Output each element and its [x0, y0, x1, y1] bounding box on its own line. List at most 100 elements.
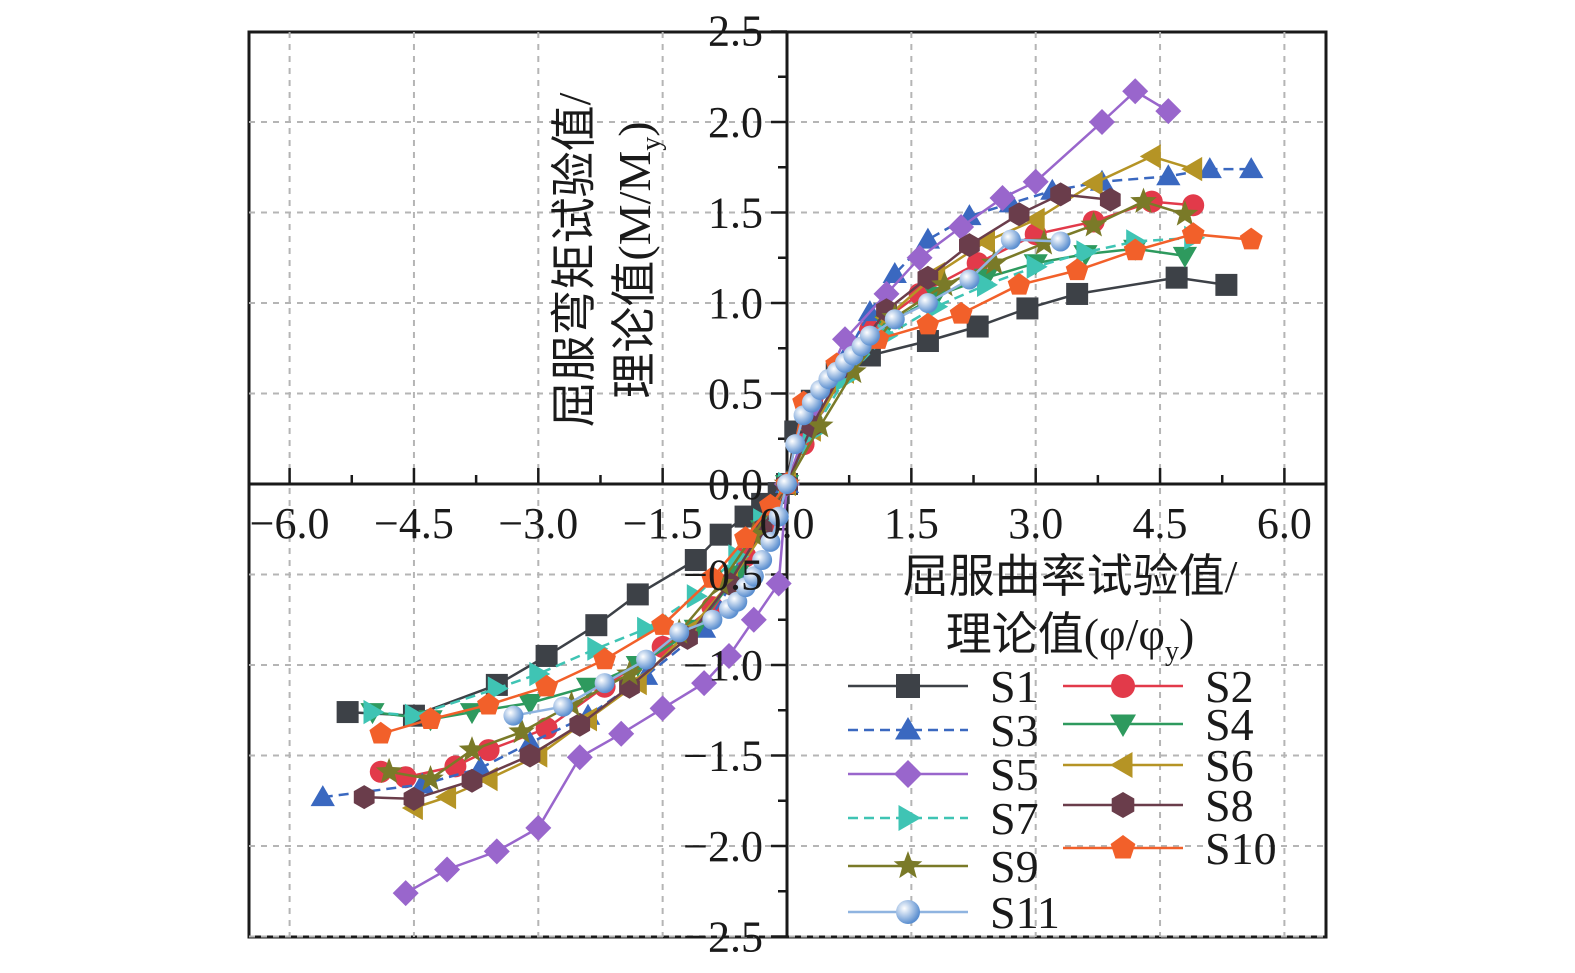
data-point — [1089, 109, 1115, 135]
data-point — [686, 584, 708, 609]
data-point — [525, 814, 552, 841]
data-point — [1139, 144, 1161, 169]
data-point — [519, 743, 541, 768]
data-point — [1181, 156, 1203, 182]
series-S5 — [392, 78, 1182, 907]
legend-item-S8: S8 — [1063, 780, 1254, 831]
data-point — [873, 280, 900, 307]
series-layer — [310, 78, 1264, 907]
y-tick-label: −1.0 — [683, 641, 763, 690]
y-axis-title-subscript: y — [636, 137, 667, 151]
data-point — [768, 506, 789, 527]
data-point — [1239, 227, 1263, 250]
data-point — [916, 312, 940, 335]
legend-marker — [1110, 835, 1136, 859]
data-point — [959, 233, 980, 258]
data-point — [917, 265, 939, 290]
series-S11 — [503, 229, 1071, 726]
data-point — [593, 647, 616, 670]
data-point — [1123, 238, 1147, 261]
legend-item-S1: S1 — [848, 661, 1039, 712]
data-point — [553, 696, 574, 717]
legend-label: S4 — [1205, 699, 1254, 750]
data-point — [1076, 240, 1098, 265]
legend-label: S1 — [990, 661, 1039, 712]
legend-item-S6: S6 — [1063, 740, 1254, 791]
legend-item-S7: S7 — [848, 793, 1039, 844]
legend-label: S11 — [990, 887, 1060, 938]
x-tick-label: 0.0 — [760, 499, 815, 548]
data-point — [948, 214, 975, 240]
data-point — [404, 703, 426, 728]
x-tick-label: 4.5 — [1133, 499, 1188, 548]
data-point — [608, 720, 635, 747]
data-point — [517, 694, 543, 715]
x-axis-title-line1: 屈服曲率试验值/ — [903, 551, 1238, 602]
data-point — [369, 721, 393, 744]
data-point — [916, 330, 939, 353]
data-point — [535, 674, 558, 697]
x-tick-label: −6.0 — [250, 499, 330, 548]
data-point — [1130, 187, 1157, 213]
data-point — [477, 739, 500, 762]
data-point — [310, 785, 335, 807]
data-point — [884, 309, 905, 330]
legend-item-S2: S2 — [1063, 661, 1254, 712]
data-point — [394, 766, 417, 789]
data-point — [840, 357, 867, 384]
data-point — [487, 676, 509, 701]
data-point — [336, 701, 359, 724]
data-point — [765, 570, 792, 597]
legend-item-S4: S4 — [1063, 699, 1254, 750]
y-tick-label: 1.5 — [708, 189, 763, 238]
y-tick-label: 0.5 — [708, 370, 763, 419]
data-point — [1197, 157, 1222, 179]
x-axis-title-close: ) — [1179, 609, 1194, 660]
data-point — [701, 566, 724, 588]
data-point — [575, 677, 601, 699]
legend-item-S9: S9 — [848, 841, 1039, 892]
data-point — [1026, 254, 1048, 279]
data-point — [669, 622, 690, 643]
data-point — [1050, 182, 1071, 207]
data-point — [419, 707, 442, 729]
data-point — [626, 583, 649, 606]
data-point — [760, 531, 781, 552]
legend-label: S8 — [1205, 780, 1254, 831]
legend-label: S9 — [990, 841, 1039, 892]
data-point — [966, 315, 989, 338]
x-axis-title-line2: 理论值(φ/φy) — [946, 609, 1195, 667]
x-axis-title: 屈服曲率试验值/ 理论值(φ/φy) — [903, 551, 1238, 667]
data-point — [585, 614, 608, 637]
y-tick-label: 2.0 — [708, 98, 763, 147]
data-point — [529, 661, 551, 687]
legend-marker — [1111, 792, 1135, 818]
y-tick-label: −2.5 — [683, 913, 763, 962]
data-point — [435, 785, 457, 810]
data-point — [716, 643, 742, 669]
legend-marker — [893, 851, 923, 879]
legend-marker — [1111, 674, 1135, 698]
data-point — [1080, 211, 1107, 237]
data-point — [1023, 207, 1045, 232]
data-point — [535, 717, 558, 740]
legend-label: S6 — [1205, 740, 1254, 791]
data-point — [363, 699, 385, 725]
x-tick-label: 1.5 — [884, 499, 939, 548]
data-point — [959, 269, 980, 290]
data-point — [734, 526, 757, 548]
data-point — [727, 591, 748, 612]
data-point — [740, 606, 767, 633]
legend-marker — [894, 760, 922, 788]
x-tick-label: 6.0 — [1257, 499, 1312, 548]
data-point — [1156, 164, 1181, 186]
y-tick-label: 0.0 — [708, 460, 763, 509]
data-point — [1122, 78, 1149, 105]
data-point — [403, 786, 425, 811]
data-point — [980, 249, 1008, 275]
data-point — [637, 616, 659, 641]
data-point — [1239, 157, 1264, 179]
legend-label: S7 — [990, 793, 1039, 844]
